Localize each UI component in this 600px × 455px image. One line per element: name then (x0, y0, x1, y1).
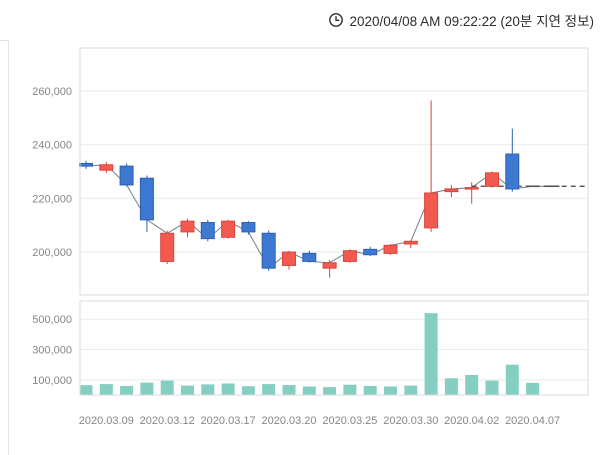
candle-body (261, 232, 276, 269)
volume-axis-label: 100,000 (32, 375, 72, 387)
date-axis-label: 2020.04.02 (444, 415, 499, 427)
volume-bar (323, 387, 337, 395)
date-axis-label: 2020.03.09 (79, 415, 134, 427)
candle-body (505, 153, 520, 190)
date-axis-label: 2020.03.20 (261, 415, 316, 427)
volume-bar (241, 386, 255, 395)
candles-group (79, 100, 560, 278)
volume-bar (363, 385, 377, 395)
volume-axis-label: 500,000 (32, 314, 72, 326)
volume-axis-labels: 500,000 300,000 100,000 (32, 314, 72, 387)
candle-body (464, 187, 479, 190)
price-axis-label: 240,000 (32, 140, 72, 152)
candle-body (241, 222, 256, 233)
candle-body (322, 262, 337, 269)
widget-left-border (0, 40, 9, 455)
volume-bar (160, 380, 174, 395)
volume-bar (343, 384, 357, 395)
date-axis-label: 2020.04.07 (505, 415, 560, 427)
candle-body (363, 248, 378, 256)
candle-body (403, 240, 418, 245)
volume-bar (181, 385, 194, 395)
volume-bar (120, 385, 134, 395)
price-axis-label: 260,000 (32, 86, 72, 98)
candle-body (79, 162, 93, 167)
volume-bar (444, 378, 458, 395)
candle-body (200, 222, 215, 240)
date-axis-label: 2020.03.25 (322, 415, 377, 427)
candle-body (282, 251, 296, 266)
candle-body (119, 165, 134, 186)
close-price-line (85, 164, 553, 269)
volume-bars-group (79, 313, 540, 395)
volume-bar (384, 386, 397, 395)
volume-bar (221, 383, 235, 395)
volume-bar (201, 384, 215, 395)
volume-bar (79, 385, 93, 395)
date-axis-label: 2020.03.12 (140, 415, 195, 427)
volume-bar (282, 384, 296, 395)
volume-bar (505, 364, 519, 395)
quote-timestamp-bar: 2020/04/08 AM 09:22:22 (20분 지연 정보) (328, 10, 594, 30)
close-price-polyline (85, 164, 553, 269)
price-panel-border (79, 47, 589, 296)
volume-bar (465, 374, 479, 395)
volume-bar (424, 313, 438, 395)
candle-body (221, 220, 236, 238)
gridlines (80, 90, 588, 381)
candle-body (180, 220, 195, 233)
panel-borders (79, 47, 589, 396)
volume-bar (262, 384, 276, 395)
candle-body (485, 172, 499, 187)
volume-axis-label: 300,000 (32, 345, 72, 357)
price-axis-labels: 260,000 240,000 220,000 200,000 (32, 86, 72, 259)
volume-bar (485, 380, 499, 395)
candle-body (99, 164, 114, 171)
volume-bar (99, 384, 113, 395)
price-axis-label: 200,000 (32, 247, 72, 259)
clock-icon (328, 13, 343, 27)
volume-bar (404, 385, 418, 395)
candle-body (302, 252, 317, 262)
candle-body (444, 188, 459, 193)
volume-panel-border (79, 300, 589, 396)
candle-body (160, 232, 175, 262)
candle-body (383, 244, 398, 254)
volume-bar (302, 386, 316, 395)
x-axis-labels: 2020.03.09 2020.03.12 2020.03.17 2020.03.20… (79, 415, 560, 427)
date-axis-label: 2020.03.30 (383, 415, 438, 427)
price-axis-label: 220,000 (32, 193, 72, 205)
candle-body (342, 250, 357, 262)
timestamp-label: 2020/04/08 AM 09:22:22 (20분 지연 정보) (349, 14, 594, 29)
candle-body (139, 177, 154, 221)
volume-bar (526, 382, 540, 395)
volume-bar (140, 382, 154, 395)
date-axis-label: 2020.03.17 (201, 415, 256, 427)
candle-body (424, 192, 439, 229)
